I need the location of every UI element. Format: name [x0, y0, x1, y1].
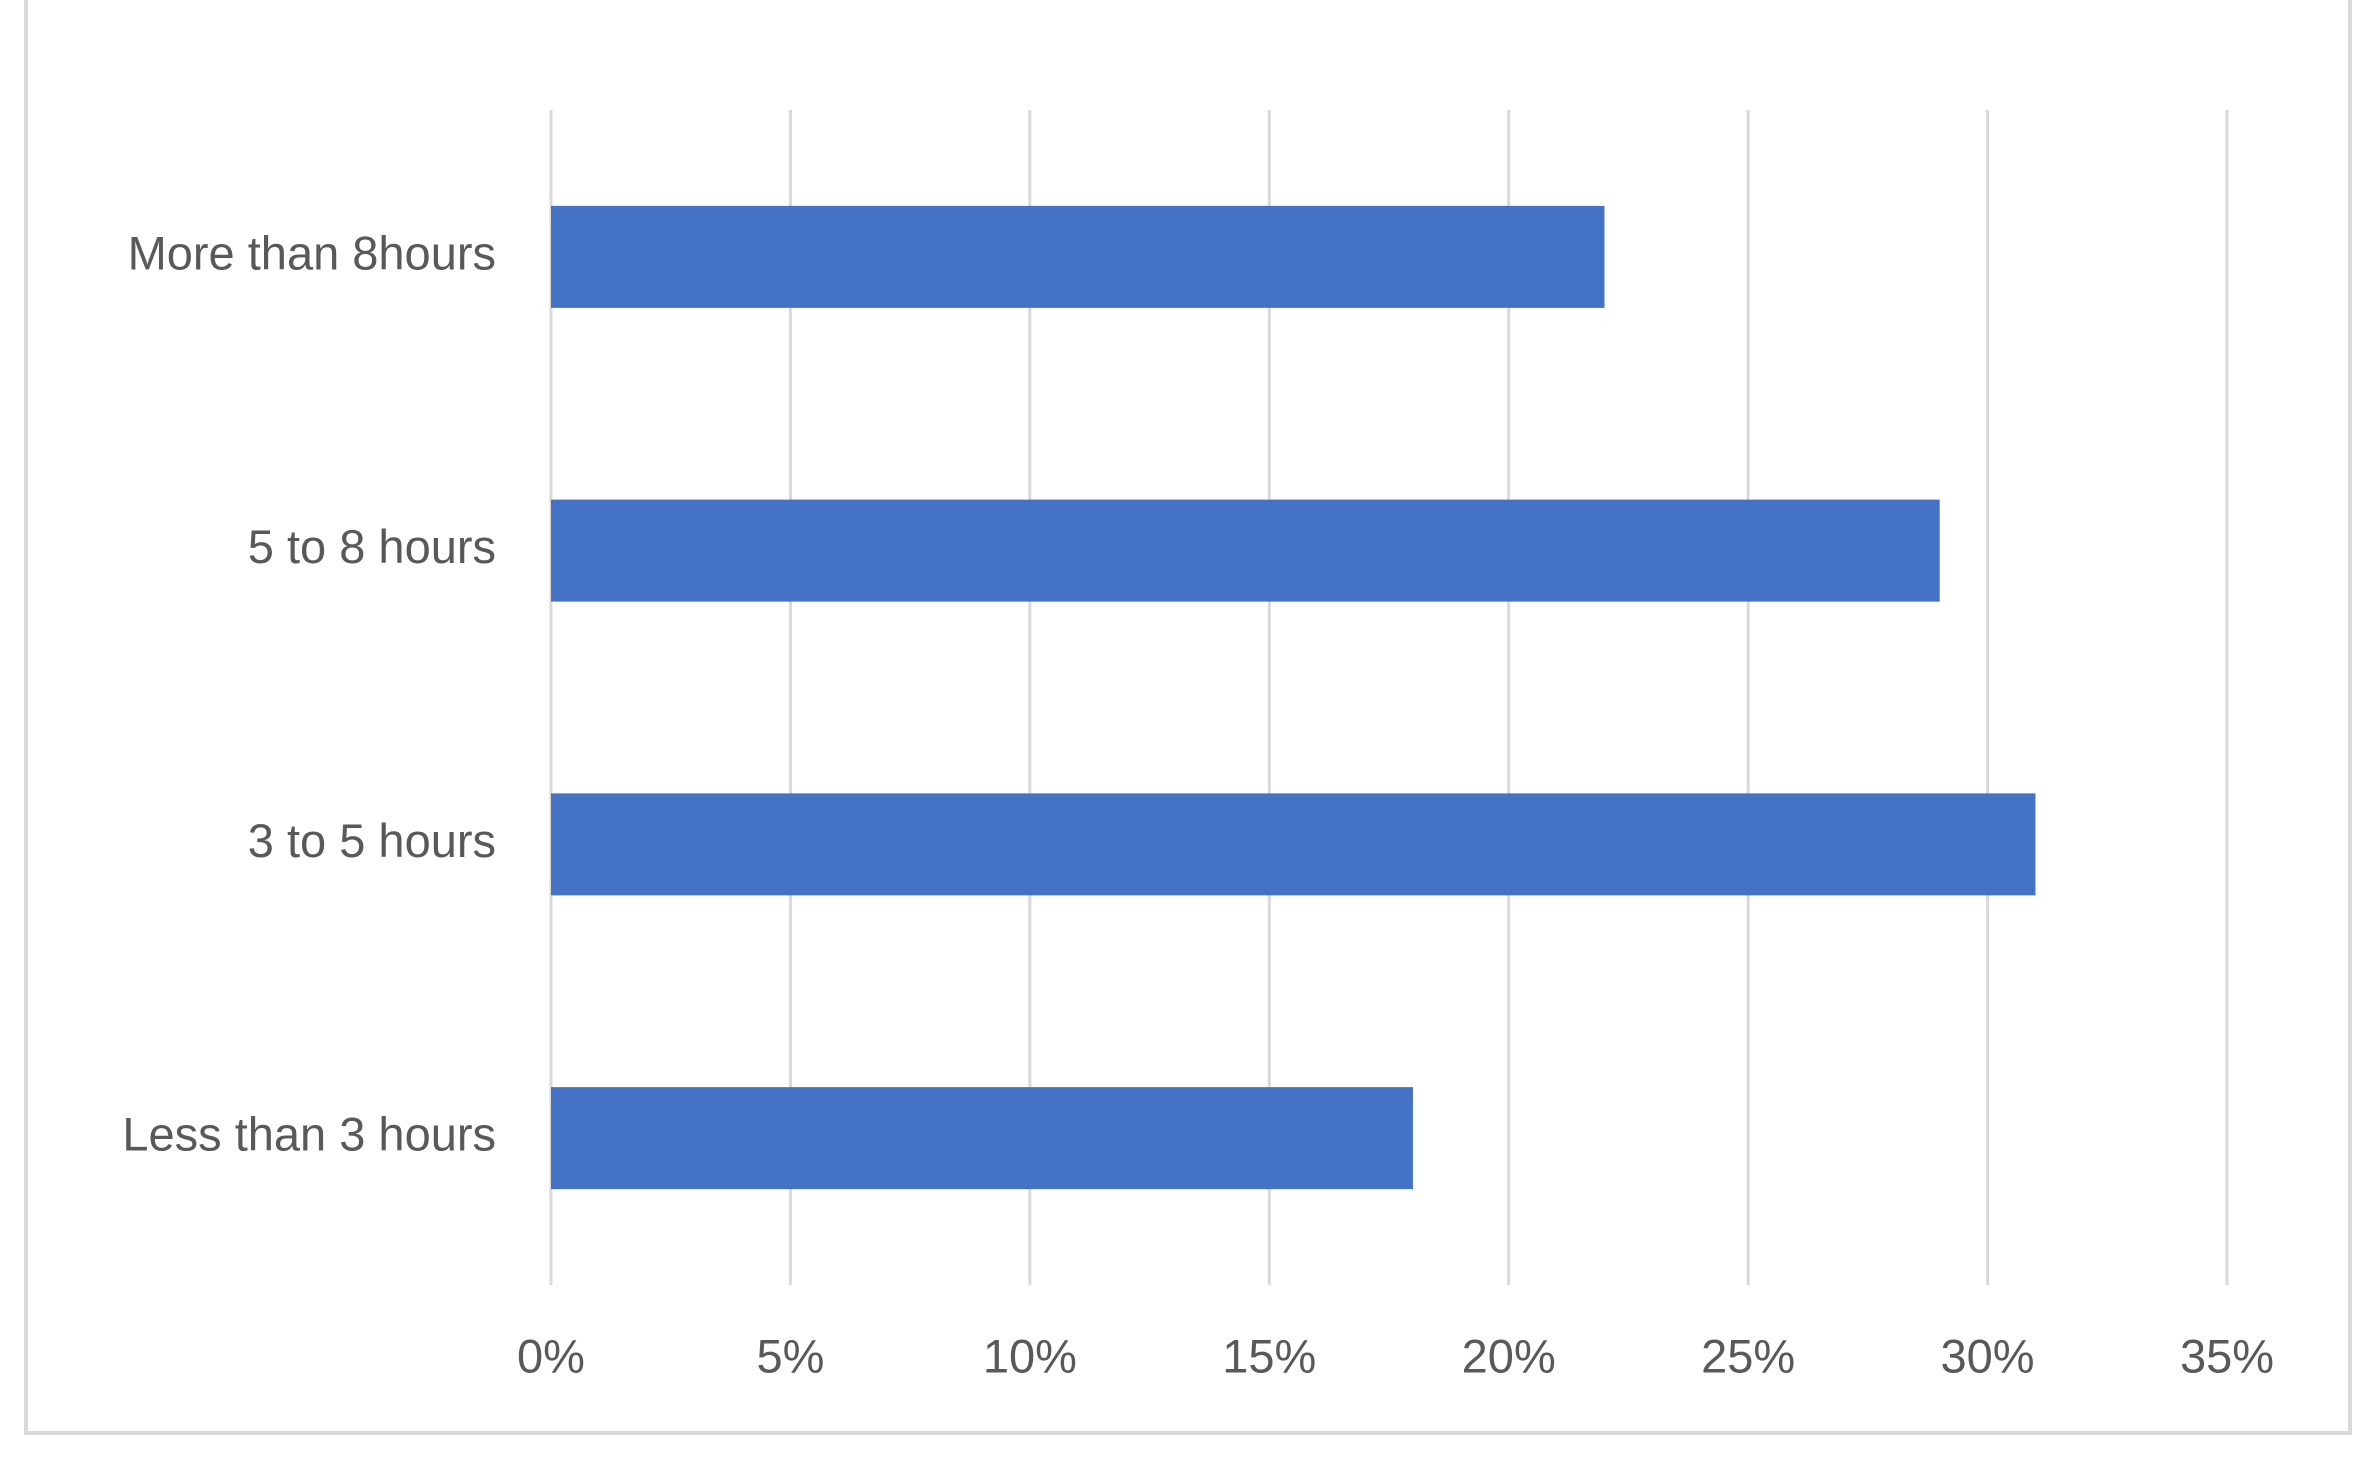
y-tick-label: Less than 3 hours	[122, 1108, 496, 1161]
x-tick-label: 5%	[756, 1329, 824, 1382]
x-tick-label: 20%	[1462, 1329, 1556, 1382]
x-tick-label: 25%	[1701, 1329, 1795, 1382]
bar	[551, 205, 1605, 308]
y-tick-label: 3 to 5 hours	[248, 814, 496, 867]
chart-frame	[24, 0, 2352, 1435]
y-tick-label: 5 to 8 hours	[248, 520, 496, 573]
bar	[551, 793, 2036, 896]
bar	[551, 1087, 1413, 1190]
x-tick-label: 0%	[517, 1329, 585, 1382]
bar	[551, 499, 1940, 602]
x-tick-label: 35%	[2180, 1329, 2274, 1382]
x-tick-label: 30%	[1941, 1329, 2035, 1382]
y-tick-label: More than 8hours	[128, 226, 496, 279]
x-tick-label: 10%	[983, 1329, 1077, 1382]
x-tick-label: 15%	[1222, 1329, 1316, 1382]
